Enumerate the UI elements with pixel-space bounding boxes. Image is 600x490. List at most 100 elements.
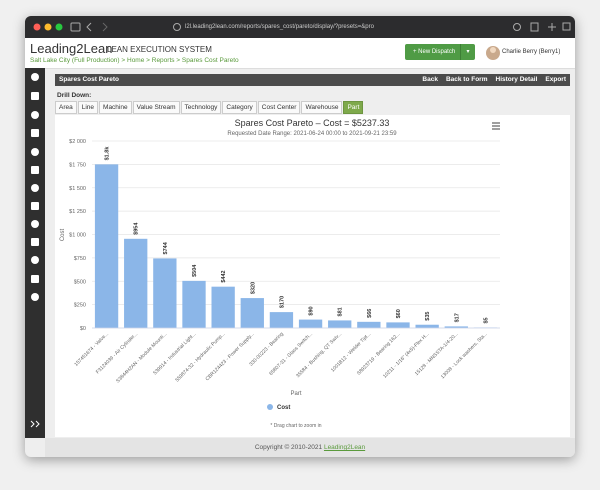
panel-action[interactable]: Export xyxy=(545,76,566,83)
nav-icon[interactable] xyxy=(31,148,39,156)
value-label: $442 xyxy=(221,270,227,282)
url-bar[interactable]: l2l.leading2lean.com/reports/spares_cost… xyxy=(185,24,374,30)
value-label: $60 xyxy=(396,309,402,318)
nav-icon[interactable] xyxy=(31,184,39,192)
value-label: $1.8k xyxy=(105,146,111,161)
bar xyxy=(153,258,177,328)
breadcrumb[interactable]: Salt Lake City (Full Production) > Home … xyxy=(30,57,239,64)
dropdown-caret[interactable]: ▾ xyxy=(460,44,475,60)
copyright: Copyright © 2010-2021 xyxy=(254,444,323,451)
value-label: $504 xyxy=(192,264,198,277)
drill-tab[interactable]: Line xyxy=(77,101,99,114)
drill-tab[interactable]: Area xyxy=(55,101,77,114)
chart-note: * Drag chart to zoom in xyxy=(270,423,321,429)
x-tick-label: 559874-32 - Hydraulic Pump... xyxy=(174,331,226,383)
drill-tab[interactable]: Cost Center xyxy=(257,101,301,114)
chart: Spares Cost Pareto – Cost = $5237.33 Requ… xyxy=(55,115,570,437)
tabs-icon[interactable] xyxy=(562,22,571,31)
value-label: $66 xyxy=(367,309,373,318)
drill-tab[interactable]: Warehouse xyxy=(301,101,343,114)
logo[interactable]: Leading2Lean xyxy=(30,41,113,56)
value-label: $81 xyxy=(338,307,344,316)
minimize-button[interactable] xyxy=(44,23,52,31)
drill-tab[interactable]: Part xyxy=(343,101,364,114)
bar xyxy=(328,320,352,328)
y-tick-label: $500 xyxy=(74,279,86,285)
chart-title: Spares Cost Pareto – Cost = $5237.33 xyxy=(235,118,390,128)
user-menu[interactable]: Charlie Berry (Berry1) xyxy=(502,49,561,55)
sidebar xyxy=(25,68,45,438)
bar xyxy=(415,324,439,328)
bar xyxy=(124,238,148,328)
forward-arrow[interactable] xyxy=(102,22,108,32)
x-tick-label: CBR124423 - Power Supply... xyxy=(205,331,256,382)
x-axis-label: Part xyxy=(290,391,301,397)
y-tick-label: $1 750 xyxy=(69,162,86,168)
panel-header: Spares Cost Pareto Back Back to Form Histo… xyxy=(55,74,570,86)
nav-icon[interactable] xyxy=(31,202,39,210)
collapse-icon[interactable] xyxy=(30,420,40,428)
share-icon[interactable] xyxy=(530,22,539,32)
y-axis-label: Cost xyxy=(60,229,66,242)
new-dispatch-button[interactable]: + New Dispatch ▾ xyxy=(405,44,475,60)
zoom-button[interactable] xyxy=(55,23,63,31)
y-tick-label: $1 000 xyxy=(69,233,86,239)
drill-tabs: Area Line Machine Value Stream Technology Cat… xyxy=(55,101,364,114)
y-tick-label: $250 xyxy=(74,303,86,309)
browser-window: l2l.leading2lean.com/reports/spares_cost… xyxy=(25,16,575,457)
drill-label: Drill Down: xyxy=(57,92,92,99)
legend-marker xyxy=(267,404,273,410)
nav-icon[interactable] xyxy=(31,73,39,81)
nav-icon[interactable] xyxy=(31,256,39,264)
bar xyxy=(211,286,235,328)
panel-action[interactable]: Back xyxy=(422,76,438,83)
nav-icon[interactable] xyxy=(31,238,39,246)
drill-tab[interactable]: Technology xyxy=(180,101,222,114)
back-arrow[interactable] xyxy=(86,22,92,32)
nav-icon[interactable] xyxy=(31,129,39,137)
drill-tab[interactable]: Value Stream xyxy=(132,101,180,114)
legend-label[interactable]: Cost xyxy=(277,405,290,411)
shield-icon xyxy=(173,23,181,31)
download-icon[interactable] xyxy=(513,23,521,31)
drill-tab[interactable]: Machine xyxy=(99,101,132,114)
title-bar: l2l.leading2lean.com/reports/spares_cost… xyxy=(25,16,575,38)
sidebar-icons xyxy=(30,73,40,428)
bar xyxy=(182,280,206,328)
panel-action[interactable]: History Detail xyxy=(495,76,538,83)
bar xyxy=(269,312,294,328)
sidebar-toggle[interactable] xyxy=(70,22,81,32)
value-label: $744 xyxy=(163,241,169,254)
panel-actions: Back Back to Form History Detail Export xyxy=(422,74,566,86)
bar xyxy=(386,322,410,328)
nav-icon[interactable] xyxy=(31,293,39,301)
app-header: Leading2Lean LEAN EXECUTION SYSTEM Salt … xyxy=(25,38,575,69)
value-label: $17 xyxy=(454,313,460,322)
button-label: + New Dispatch xyxy=(413,49,456,55)
bar xyxy=(240,298,264,328)
bar xyxy=(94,164,119,328)
panel-action[interactable]: Back to Form xyxy=(445,76,488,83)
nav-icon[interactable] xyxy=(31,275,39,283)
new-tab-icon[interactable] xyxy=(548,23,556,31)
y-tick-label: $750 xyxy=(74,256,86,262)
y-tick-label: $2 000 xyxy=(69,139,86,145)
close-button[interactable] xyxy=(33,23,41,31)
title-bar-icons xyxy=(33,22,571,32)
value-label: $954 xyxy=(134,222,140,235)
bar xyxy=(444,326,468,328)
drill-tab[interactable]: Category xyxy=(222,101,257,114)
value-label: $5 xyxy=(483,317,489,323)
chart-subtitle: Requested Date Range: 2021-06-24 00:00 t… xyxy=(227,131,397,137)
system-name: LEAN EXECUTION SYSTEM xyxy=(107,45,212,54)
y-tick-label: $1 250 xyxy=(69,209,86,215)
bar xyxy=(357,321,381,328)
footer-link[interactable]: Leading2Lean xyxy=(323,444,366,451)
nav-icon[interactable] xyxy=(31,92,39,100)
nav-icon[interactable] xyxy=(31,220,39,228)
nav-icon[interactable] xyxy=(31,166,39,174)
avatar[interactable] xyxy=(485,44,501,62)
y-tick-label: $1 500 xyxy=(69,186,86,192)
nav-icon[interactable] xyxy=(31,111,39,119)
